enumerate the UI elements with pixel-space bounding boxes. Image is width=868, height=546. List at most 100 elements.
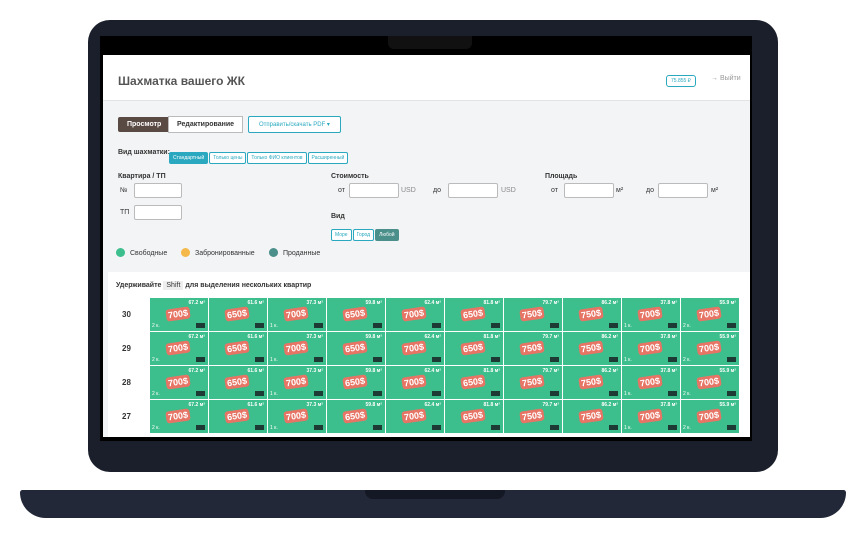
apartment-cell[interactable]: 37.3 м² 700$ 1 к. xyxy=(268,366,326,399)
area: 79.7 м² xyxy=(542,402,559,408)
tab[interactable]: Редактирование xyxy=(168,116,244,133)
floor-label: 27 xyxy=(122,412,131,421)
apartment-cell[interactable]: 81.8 м² 650$ xyxy=(445,332,503,365)
price: 700$ xyxy=(283,374,309,390)
apartment-cell[interactable]: 37.8 м² 700$ 1 к. xyxy=(622,400,680,433)
apartment-cell[interactable]: 37.3 м² 700$ 1 к. xyxy=(268,332,326,365)
apartment-cell[interactable]: 55.9 м² 700$ 2 к. xyxy=(681,332,739,365)
floor-label: 29 xyxy=(122,344,131,353)
option[interactable]: Только цены xyxy=(209,152,247,164)
apartment-cell[interactable]: 86.2 м² 750$ xyxy=(563,298,621,331)
icon xyxy=(668,357,677,362)
apartment-cell[interactable]: 81.8 м² 650$ xyxy=(445,366,503,399)
input[interactable] xyxy=(134,183,182,198)
apartment-cell[interactable]: 62.4 м² 700$ xyxy=(386,400,444,433)
price: 700$ xyxy=(696,306,722,322)
price: 700$ xyxy=(637,374,663,390)
icon xyxy=(491,357,500,362)
icon xyxy=(491,323,500,328)
apartment-cell[interactable]: 37.8 м² 700$ 1 к. xyxy=(622,298,680,331)
input[interactable] xyxy=(134,205,182,220)
apartment-cell[interactable]: 62.4 м² 700$ xyxy=(386,332,444,365)
option[interactable]: Море xyxy=(331,229,352,241)
price: 700$ xyxy=(401,340,427,356)
input[interactable] xyxy=(448,183,498,198)
apartment-cell[interactable]: 79.7 м² 750$ xyxy=(504,332,562,365)
camera xyxy=(388,36,472,49)
icon xyxy=(550,357,559,362)
apartment-cell[interactable]: 81.8 м² 650$ xyxy=(445,400,503,433)
icon xyxy=(196,391,205,396)
apartment-cell[interactable]: 79.7 м² 750$ xyxy=(504,400,562,433)
apartment-cell[interactable]: 37.8 м² 700$ 1 к. xyxy=(622,332,680,365)
option[interactable]: Стандартный xyxy=(169,152,209,164)
price: 650$ xyxy=(224,340,250,356)
option[interactable]: Только ФИО клиентов xyxy=(247,152,307,164)
icon xyxy=(609,323,618,328)
apartment-cell[interactable]: 59.8 м² 650$ xyxy=(327,298,385,331)
area: 55.9 м² xyxy=(719,368,736,374)
rooms: 1 к. xyxy=(624,391,632,397)
area: 62.4 м² xyxy=(424,334,441,340)
apartment-cell[interactable]: 37.3 м² 700$ 1 к. xyxy=(268,400,326,433)
area: 86.2 м² xyxy=(601,334,618,340)
filter-label: Квартира / ТП xyxy=(118,173,166,180)
icon xyxy=(668,323,677,328)
icon xyxy=(314,391,323,396)
area: 37.3 м² xyxy=(306,300,323,306)
rooms: 2 к. xyxy=(683,391,691,397)
price: 700$ xyxy=(637,306,663,322)
apartment-cell[interactable]: 86.2 м² 750$ xyxy=(563,400,621,433)
price: 700$ xyxy=(165,340,191,356)
apartment-cell[interactable]: 59.8 м² 650$ xyxy=(327,332,385,365)
icon xyxy=(255,357,264,362)
option[interactable]: Любой xyxy=(375,229,399,241)
apartment-cell[interactable]: 37.3 м² 700$ 1 к. xyxy=(268,298,326,331)
apartment-cell[interactable]: 79.7 м² 750$ xyxy=(504,298,562,331)
input[interactable] xyxy=(349,183,399,198)
rooms: 1 к. xyxy=(624,425,632,431)
hint: Удерживайте Shift для выделения нескольк… xyxy=(116,281,311,290)
floor-label: 28 xyxy=(122,378,131,387)
balance[interactable]: 75.855 ₽ xyxy=(666,75,696,87)
price: 700$ xyxy=(401,408,427,424)
option[interactable]: Город xyxy=(352,229,375,241)
apartment-cell[interactable]: 81.8 м² 650$ xyxy=(445,298,503,331)
apartment-cell[interactable]: 67.2 м² 700$ 2 к. xyxy=(150,366,208,399)
apartment-cell[interactable]: 67.2 м² 700$ 2 к. xyxy=(150,298,208,331)
apartment-cell[interactable]: 61.6 м² 650$ xyxy=(209,400,267,433)
apartment-cell[interactable]: 62.4 м² 700$ xyxy=(386,298,444,331)
input[interactable] xyxy=(658,183,708,198)
apartment-cell[interactable]: 61.6 м² 650$ xyxy=(209,298,267,331)
apartment-cell[interactable]: 67.2 м² 700$ 2 к. xyxy=(150,332,208,365)
apartment-cell[interactable]: 62.4 м² 700$ xyxy=(386,366,444,399)
apartment-cell[interactable]: 67.2 м² 700$ 2 к. xyxy=(150,400,208,433)
logout[interactable]: → Выйти xyxy=(711,75,741,82)
pdf-button[interactable]: Отправить/скачать PDF ▾ xyxy=(248,116,341,133)
price: 700$ xyxy=(283,306,309,322)
area: 61.6 м² xyxy=(247,334,264,340)
apartment-cell[interactable]: 86.2 м² 750$ xyxy=(563,332,621,365)
floor-label: 30 xyxy=(122,310,131,319)
apartment-cell[interactable]: 59.8 м² 650$ xyxy=(327,366,385,399)
apartment-cell[interactable]: 37.8 м² 700$ 1 к. xyxy=(622,366,680,399)
apartment-cell[interactable]: 55.9 м² 700$ 2 к. xyxy=(681,366,739,399)
rooms: 2 к. xyxy=(152,391,160,397)
price: 750$ xyxy=(578,340,604,356)
apartment-cell[interactable]: 59.8 м² 650$ xyxy=(327,400,385,433)
price: 650$ xyxy=(460,408,486,424)
apartment-cell[interactable]: 61.6 м² 650$ xyxy=(209,366,267,399)
price: 650$ xyxy=(460,306,486,322)
apartment-cell[interactable]: 79.7 м² 750$ xyxy=(504,366,562,399)
option[interactable]: Расширенный xyxy=(307,152,349,164)
price: 650$ xyxy=(342,306,368,322)
icon xyxy=(727,425,736,430)
apartment-cell[interactable]: 61.6 м² 650$ xyxy=(209,332,267,365)
apartment-cell[interactable]: 55.9 м² 700$ 2 к. xyxy=(681,400,739,433)
area: 37.8 м² xyxy=(660,334,677,340)
input[interactable] xyxy=(564,183,614,198)
apartment-cell[interactable]: 55.9 м² 700$ 2 к. xyxy=(681,298,739,331)
tab-active[interactable]: Просмотр xyxy=(118,117,171,132)
apartment-cell[interactable]: 86.2 м² 750$ xyxy=(563,366,621,399)
